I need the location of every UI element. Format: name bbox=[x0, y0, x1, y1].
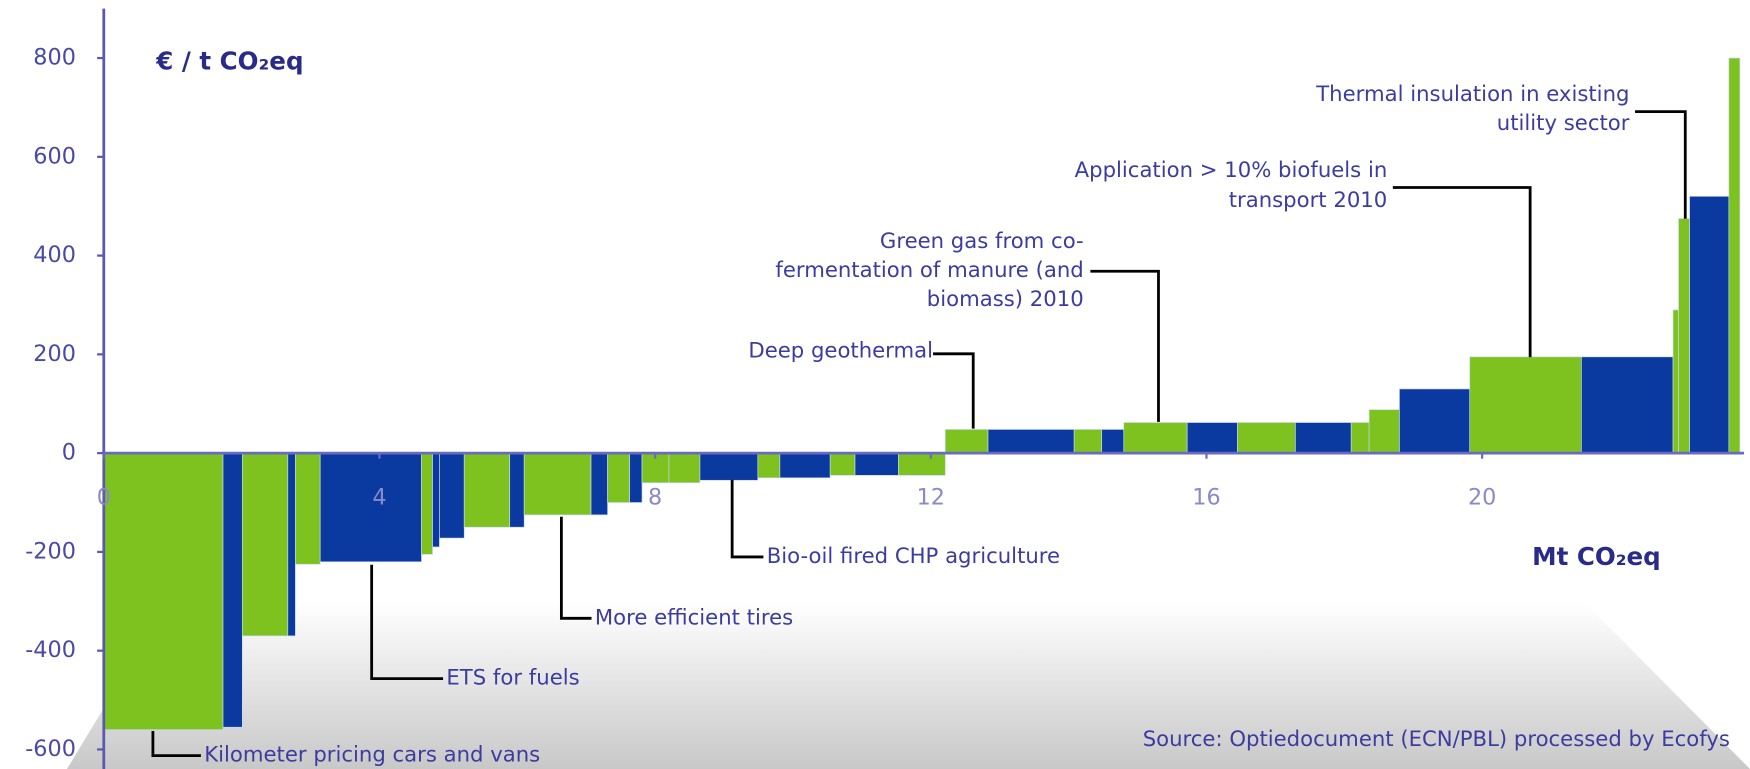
annotation: biomass) 2010 bbox=[927, 286, 1084, 311]
x-tick-label: 20 bbox=[1468, 484, 1496, 510]
bar bbox=[987, 429, 1075, 454]
bar bbox=[607, 452, 630, 503]
bar bbox=[829, 452, 856, 476]
bar bbox=[668, 452, 701, 484]
leader-line bbox=[1392, 186, 1532, 358]
annotation: transport 2010 bbox=[1229, 187, 1388, 212]
bar bbox=[944, 429, 989, 454]
bar bbox=[1678, 218, 1690, 454]
annotation: Application > 10% biofuels in bbox=[1075, 157, 1388, 182]
x-tick-label: 8 bbox=[648, 484, 662, 510]
annotation: Kilometer pricing cars and vans bbox=[204, 742, 540, 767]
plot-area bbox=[103, 57, 1741, 731]
bar bbox=[103, 452, 224, 731]
bar bbox=[629, 452, 643, 503]
bar bbox=[421, 452, 433, 555]
annotation: fermentation of manure (and bbox=[775, 257, 1083, 282]
y-tick-label: 800 bbox=[33, 45, 76, 71]
x-tick-label: 4 bbox=[372, 484, 386, 510]
leader-line bbox=[151, 731, 201, 757]
bar bbox=[463, 452, 511, 528]
bar bbox=[757, 452, 781, 479]
y-tick-label: -200 bbox=[25, 538, 76, 564]
annotation: More efficient tires bbox=[595, 604, 793, 629]
bar bbox=[222, 452, 243, 728]
bar bbox=[1073, 429, 1103, 454]
bar bbox=[509, 452, 525, 528]
y-tick-label: -400 bbox=[25, 637, 76, 663]
y-tick-label: -600 bbox=[25, 736, 76, 762]
leader-line bbox=[370, 564, 444, 680]
bar bbox=[590, 452, 608, 516]
bar bbox=[1581, 356, 1674, 454]
bar bbox=[1728, 57, 1741, 454]
x-tick-label: 12 bbox=[917, 484, 945, 510]
bar bbox=[1399, 388, 1471, 454]
leader-line bbox=[1090, 269, 1160, 422]
annotation: Green gas from co- bbox=[880, 228, 1084, 253]
bar bbox=[295, 452, 321, 565]
source-note: Source: Optiedocument (ECN/PBL) processe… bbox=[1143, 726, 1730, 751]
annotation: Thermal insulation in existing bbox=[1315, 81, 1629, 106]
x-tick-label: 0 bbox=[97, 484, 111, 510]
y-tick-label: 600 bbox=[33, 143, 76, 169]
bar bbox=[1101, 429, 1125, 454]
leader-line bbox=[933, 352, 975, 429]
leader-line bbox=[1635, 110, 1687, 219]
bar bbox=[432, 452, 440, 548]
bar bbox=[241, 452, 289, 637]
bar bbox=[1186, 422, 1238, 454]
leader-line bbox=[730, 479, 764, 559]
bar bbox=[523, 452, 592, 516]
leader-line bbox=[559, 516, 592, 620]
bar bbox=[1237, 422, 1296, 454]
bar bbox=[1368, 409, 1400, 454]
bar bbox=[1469, 356, 1582, 454]
bar bbox=[699, 452, 759, 481]
annotation: Deep geothermal bbox=[748, 338, 933, 363]
bar bbox=[1350, 422, 1370, 454]
bar bbox=[287, 452, 296, 637]
annotation: ETS for fuels bbox=[446, 665, 579, 690]
bar bbox=[779, 452, 831, 479]
y-tick-label: 200 bbox=[33, 341, 76, 367]
bar bbox=[439, 452, 465, 539]
x-axis-label: Mt CO₂eq bbox=[1532, 542, 1661, 571]
y-tick-label: 400 bbox=[33, 242, 76, 268]
bar bbox=[1689, 195, 1730, 454]
bar bbox=[1672, 309, 1679, 454]
bar bbox=[854, 452, 899, 476]
y-tick-label: 0 bbox=[62, 440, 76, 466]
y-axis-label: € / t CO₂eq bbox=[155, 47, 303, 76]
bar bbox=[1123, 422, 1188, 454]
bar bbox=[319, 452, 422, 563]
background-shade bbox=[66, 602, 1750, 769]
bar bbox=[641, 452, 670, 484]
annotation: utility sector bbox=[1497, 110, 1630, 135]
bar bbox=[898, 452, 946, 476]
x-tick-label: 16 bbox=[1192, 484, 1220, 510]
annotation: Bio-oil fired CHP agriculture bbox=[767, 543, 1060, 568]
bar bbox=[1295, 422, 1352, 454]
